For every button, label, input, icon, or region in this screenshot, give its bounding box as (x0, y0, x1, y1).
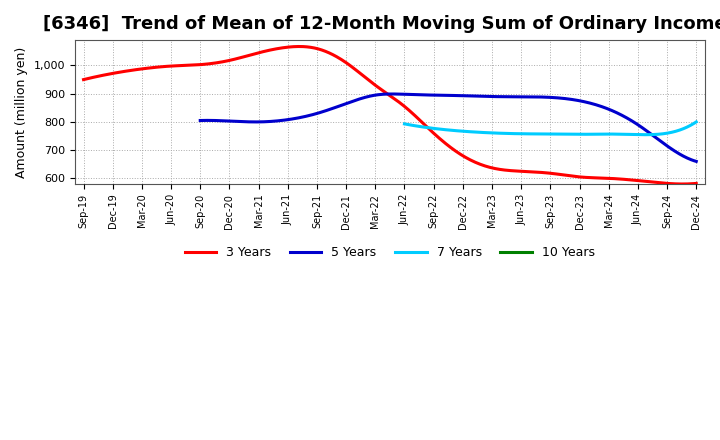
Y-axis label: Amount (million yen): Amount (million yen) (15, 46, 28, 178)
Legend: 3 Years, 5 Years, 7 Years, 10 Years: 3 Years, 5 Years, 7 Years, 10 Years (180, 241, 600, 264)
Title: [6346]  Trend of Mean of 12-Month Moving Sum of Ordinary Incomes: [6346] Trend of Mean of 12-Month Moving … (42, 15, 720, 33)
